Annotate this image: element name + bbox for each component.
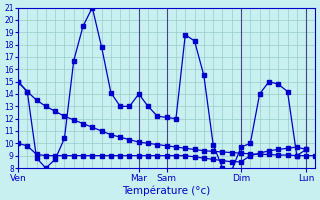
X-axis label: Température (°c): Température (°c) bbox=[123, 185, 211, 196]
